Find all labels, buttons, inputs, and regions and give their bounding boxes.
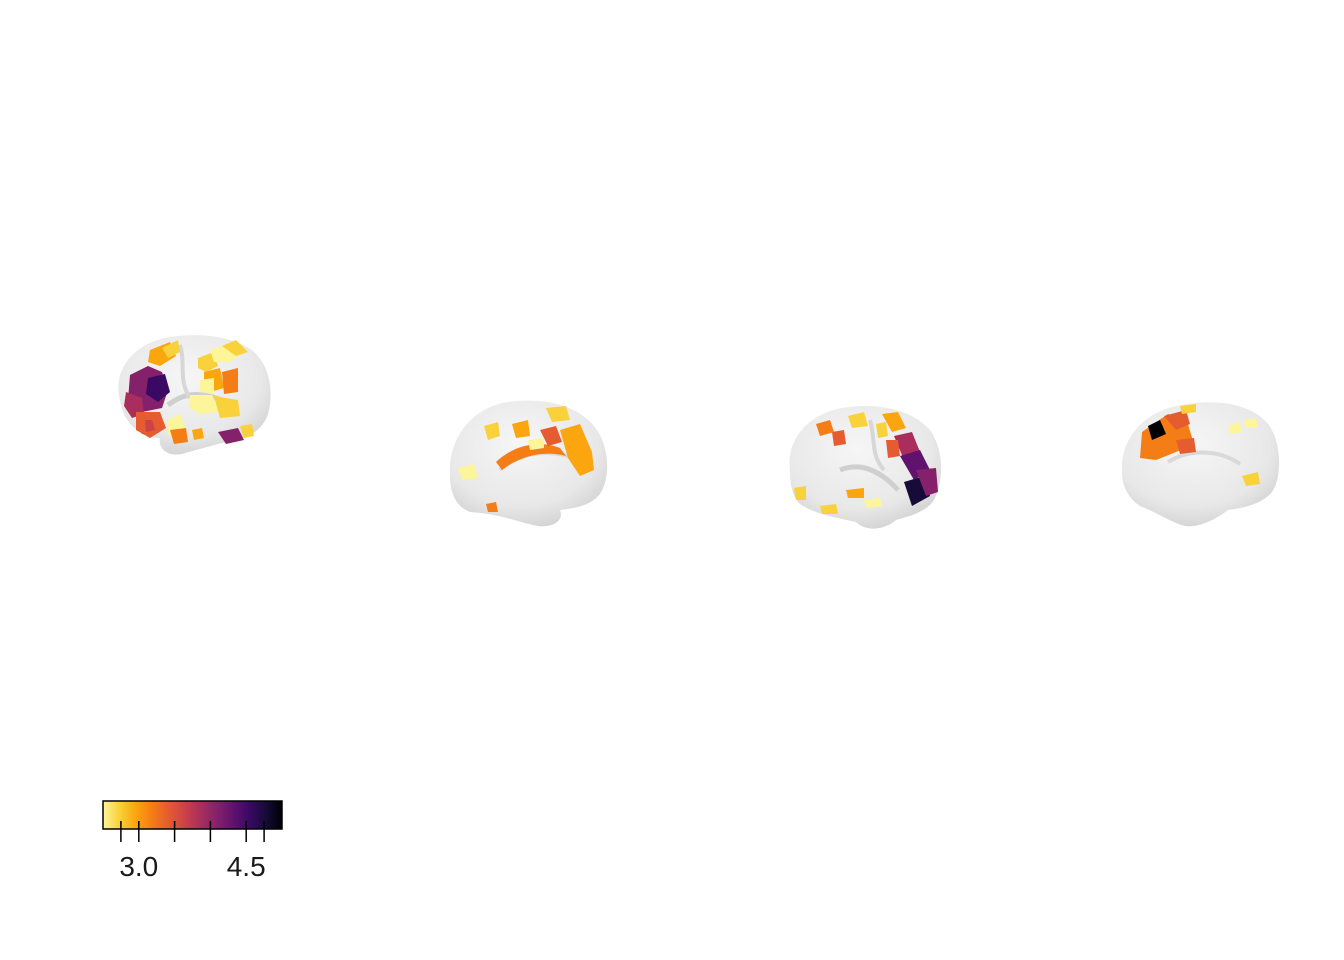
parcel xyxy=(484,422,500,440)
parcel xyxy=(512,420,530,438)
colorbar-gradient xyxy=(102,800,283,830)
brain-view-right-lateral xyxy=(789,406,942,529)
parcel xyxy=(848,412,868,428)
parcel xyxy=(146,374,170,402)
parcel xyxy=(1164,410,1190,430)
corpus-callosum-outline xyxy=(1166,450,1242,466)
parcel xyxy=(916,468,938,496)
parcel xyxy=(486,502,498,512)
parcel xyxy=(864,498,882,508)
parcel xyxy=(886,440,900,458)
central-sulcus xyxy=(178,344,192,400)
parcel xyxy=(496,444,566,470)
parcel xyxy=(560,424,594,476)
brain-view-left-medial xyxy=(449,400,608,527)
parcel xyxy=(528,438,544,450)
brain-view-right-medial xyxy=(1121,402,1280,527)
parcel xyxy=(794,486,806,500)
colorbar-tick-labels: 3.0 4.5 xyxy=(119,851,265,882)
colorbar-tick-label: 3.0 xyxy=(119,851,158,882)
parcel xyxy=(192,428,204,440)
parcel xyxy=(540,426,562,446)
colorbar-ticks xyxy=(120,821,265,842)
parcel xyxy=(145,420,155,432)
central-sulcus xyxy=(868,419,886,472)
parcel xyxy=(222,340,248,356)
parcel xyxy=(162,340,180,358)
parcel xyxy=(820,504,838,514)
colorbar-legend: 3.0 4.5 xyxy=(102,800,283,882)
parcel xyxy=(816,420,834,436)
parcel xyxy=(214,396,240,418)
parcel xyxy=(170,428,188,444)
brain-view-left-lateral xyxy=(118,335,271,455)
parcel xyxy=(882,412,906,432)
parcel xyxy=(218,428,244,444)
sylvian-fissure xyxy=(839,464,900,492)
parcel xyxy=(546,406,570,422)
parcel xyxy=(240,424,254,438)
parcel xyxy=(846,488,864,498)
parcel xyxy=(190,395,220,414)
parcel xyxy=(200,378,214,394)
parcel xyxy=(458,464,478,480)
parcel xyxy=(1148,420,1166,440)
colorbar-tick-label: 4.5 xyxy=(227,851,266,882)
parcel xyxy=(1180,404,1196,414)
parcel xyxy=(1244,418,1258,428)
parcel xyxy=(1176,438,1196,454)
parcel xyxy=(124,392,144,418)
parcel xyxy=(832,430,846,446)
parcel xyxy=(222,368,238,394)
parcel xyxy=(1242,472,1260,486)
parcel xyxy=(876,422,888,438)
parcel xyxy=(1228,422,1242,434)
